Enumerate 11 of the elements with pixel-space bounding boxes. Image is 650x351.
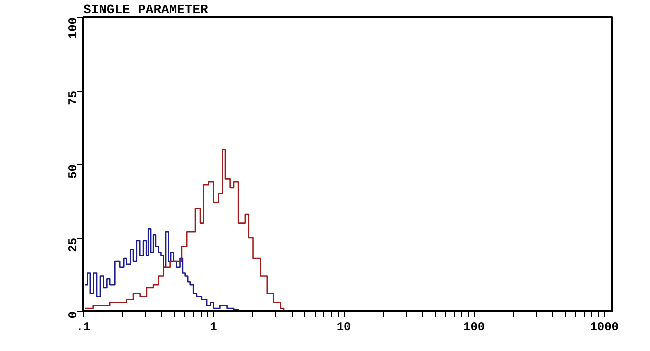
x-tick-label: 10	[336, 320, 352, 334]
y-tick-label: 50	[66, 164, 80, 179]
y-tick-label: 75	[66, 90, 80, 106]
y-tick-label: 25	[66, 238, 80, 252]
y-tick-label: 100	[66, 17, 80, 40]
chart-title: SINGLE PARAMETER	[84, 2, 209, 18]
x-tick-label: 100	[464, 320, 486, 334]
x-tick-label: 1	[210, 320, 218, 334]
x-tick-label: .1	[76, 320, 91, 334]
y-tick-label: 0	[66, 312, 80, 319]
x-tick-label: 1000	[590, 320, 620, 334]
